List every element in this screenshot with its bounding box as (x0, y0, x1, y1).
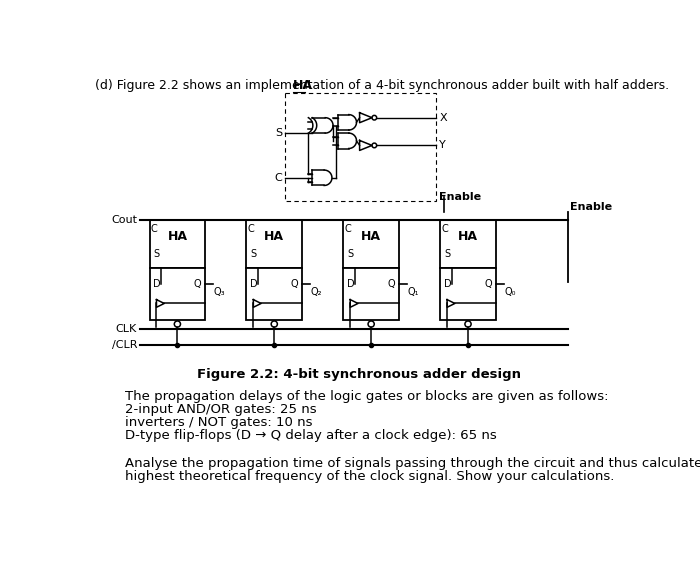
Text: D: D (347, 279, 355, 289)
Text: C: C (247, 224, 254, 234)
Bar (246, 268, 302, 320)
Text: C: C (150, 224, 158, 234)
Text: Figure 2.2: 4-bit synchronous adder design: Figure 2.2: 4-bit synchronous adder desi… (197, 368, 521, 381)
Text: inverters / NOT gates: 10 ns: inverters / NOT gates: 10 ns (125, 416, 312, 429)
Text: C: C (441, 224, 448, 234)
Text: HA: HA (293, 79, 313, 92)
Text: D: D (444, 279, 452, 289)
Text: S: S (251, 250, 256, 259)
Text: X: X (440, 113, 447, 122)
Circle shape (372, 115, 377, 120)
Text: Q₁: Q₁ (407, 287, 419, 297)
Text: C: C (274, 173, 282, 182)
Text: Enable: Enable (440, 192, 482, 202)
Text: D-type flip-flops (D → Q delay after a clock edge): 65 ns: D-type flip-flops (D → Q delay after a c… (125, 429, 496, 442)
Text: C: C (344, 224, 351, 234)
Text: HA: HA (361, 230, 382, 243)
Circle shape (368, 321, 374, 327)
Circle shape (174, 321, 181, 327)
Text: highest theoretical frequency of the clock signal. Show your calculations.: highest theoretical frequency of the clo… (125, 470, 614, 483)
Text: Q₃: Q₃ (214, 287, 225, 297)
Bar (150, 268, 205, 320)
Text: 2-input AND/OR gates: 25 ns: 2-input AND/OR gates: 25 ns (125, 403, 316, 416)
Text: Q₀: Q₀ (505, 287, 516, 297)
Text: Q: Q (290, 279, 298, 289)
Circle shape (271, 321, 277, 327)
Bar (440, 220, 496, 268)
Circle shape (465, 321, 471, 327)
Text: Q: Q (484, 279, 492, 289)
Bar (285, 93, 436, 201)
Text: S: S (275, 128, 282, 138)
Text: Q: Q (388, 279, 395, 289)
Bar (343, 268, 399, 320)
Bar (440, 268, 496, 320)
Text: S: S (153, 250, 160, 259)
Text: Y: Y (440, 141, 446, 150)
Text: Q: Q (194, 279, 202, 289)
Text: S: S (347, 250, 354, 259)
Text: HA: HA (167, 230, 188, 243)
Bar (246, 220, 302, 268)
Text: The propagation delays of the logic gates or blocks are given as follows:: The propagation delays of the logic gate… (125, 389, 608, 402)
Text: Cout: Cout (111, 215, 137, 225)
Text: Enable: Enable (570, 202, 612, 212)
Text: D: D (153, 279, 161, 289)
Text: Analyse the propagation time of signals passing through the circuit and thus cal: Analyse the propagation time of signals … (125, 457, 700, 470)
Bar (343, 220, 399, 268)
Text: HA: HA (458, 230, 478, 243)
Text: HA: HA (265, 230, 284, 243)
Text: CLK: CLK (116, 325, 137, 335)
Bar (150, 220, 205, 268)
Text: /CLR: /CLR (111, 340, 137, 350)
Circle shape (372, 143, 377, 147)
Text: Q₂: Q₂ (311, 287, 322, 297)
Text: S: S (444, 250, 450, 259)
Text: D: D (251, 279, 258, 289)
Text: (d) Figure 2.2 shows an implementation of a 4-bit synchronous adder built with h: (d) Figure 2.2 shows an implementation o… (95, 79, 669, 92)
